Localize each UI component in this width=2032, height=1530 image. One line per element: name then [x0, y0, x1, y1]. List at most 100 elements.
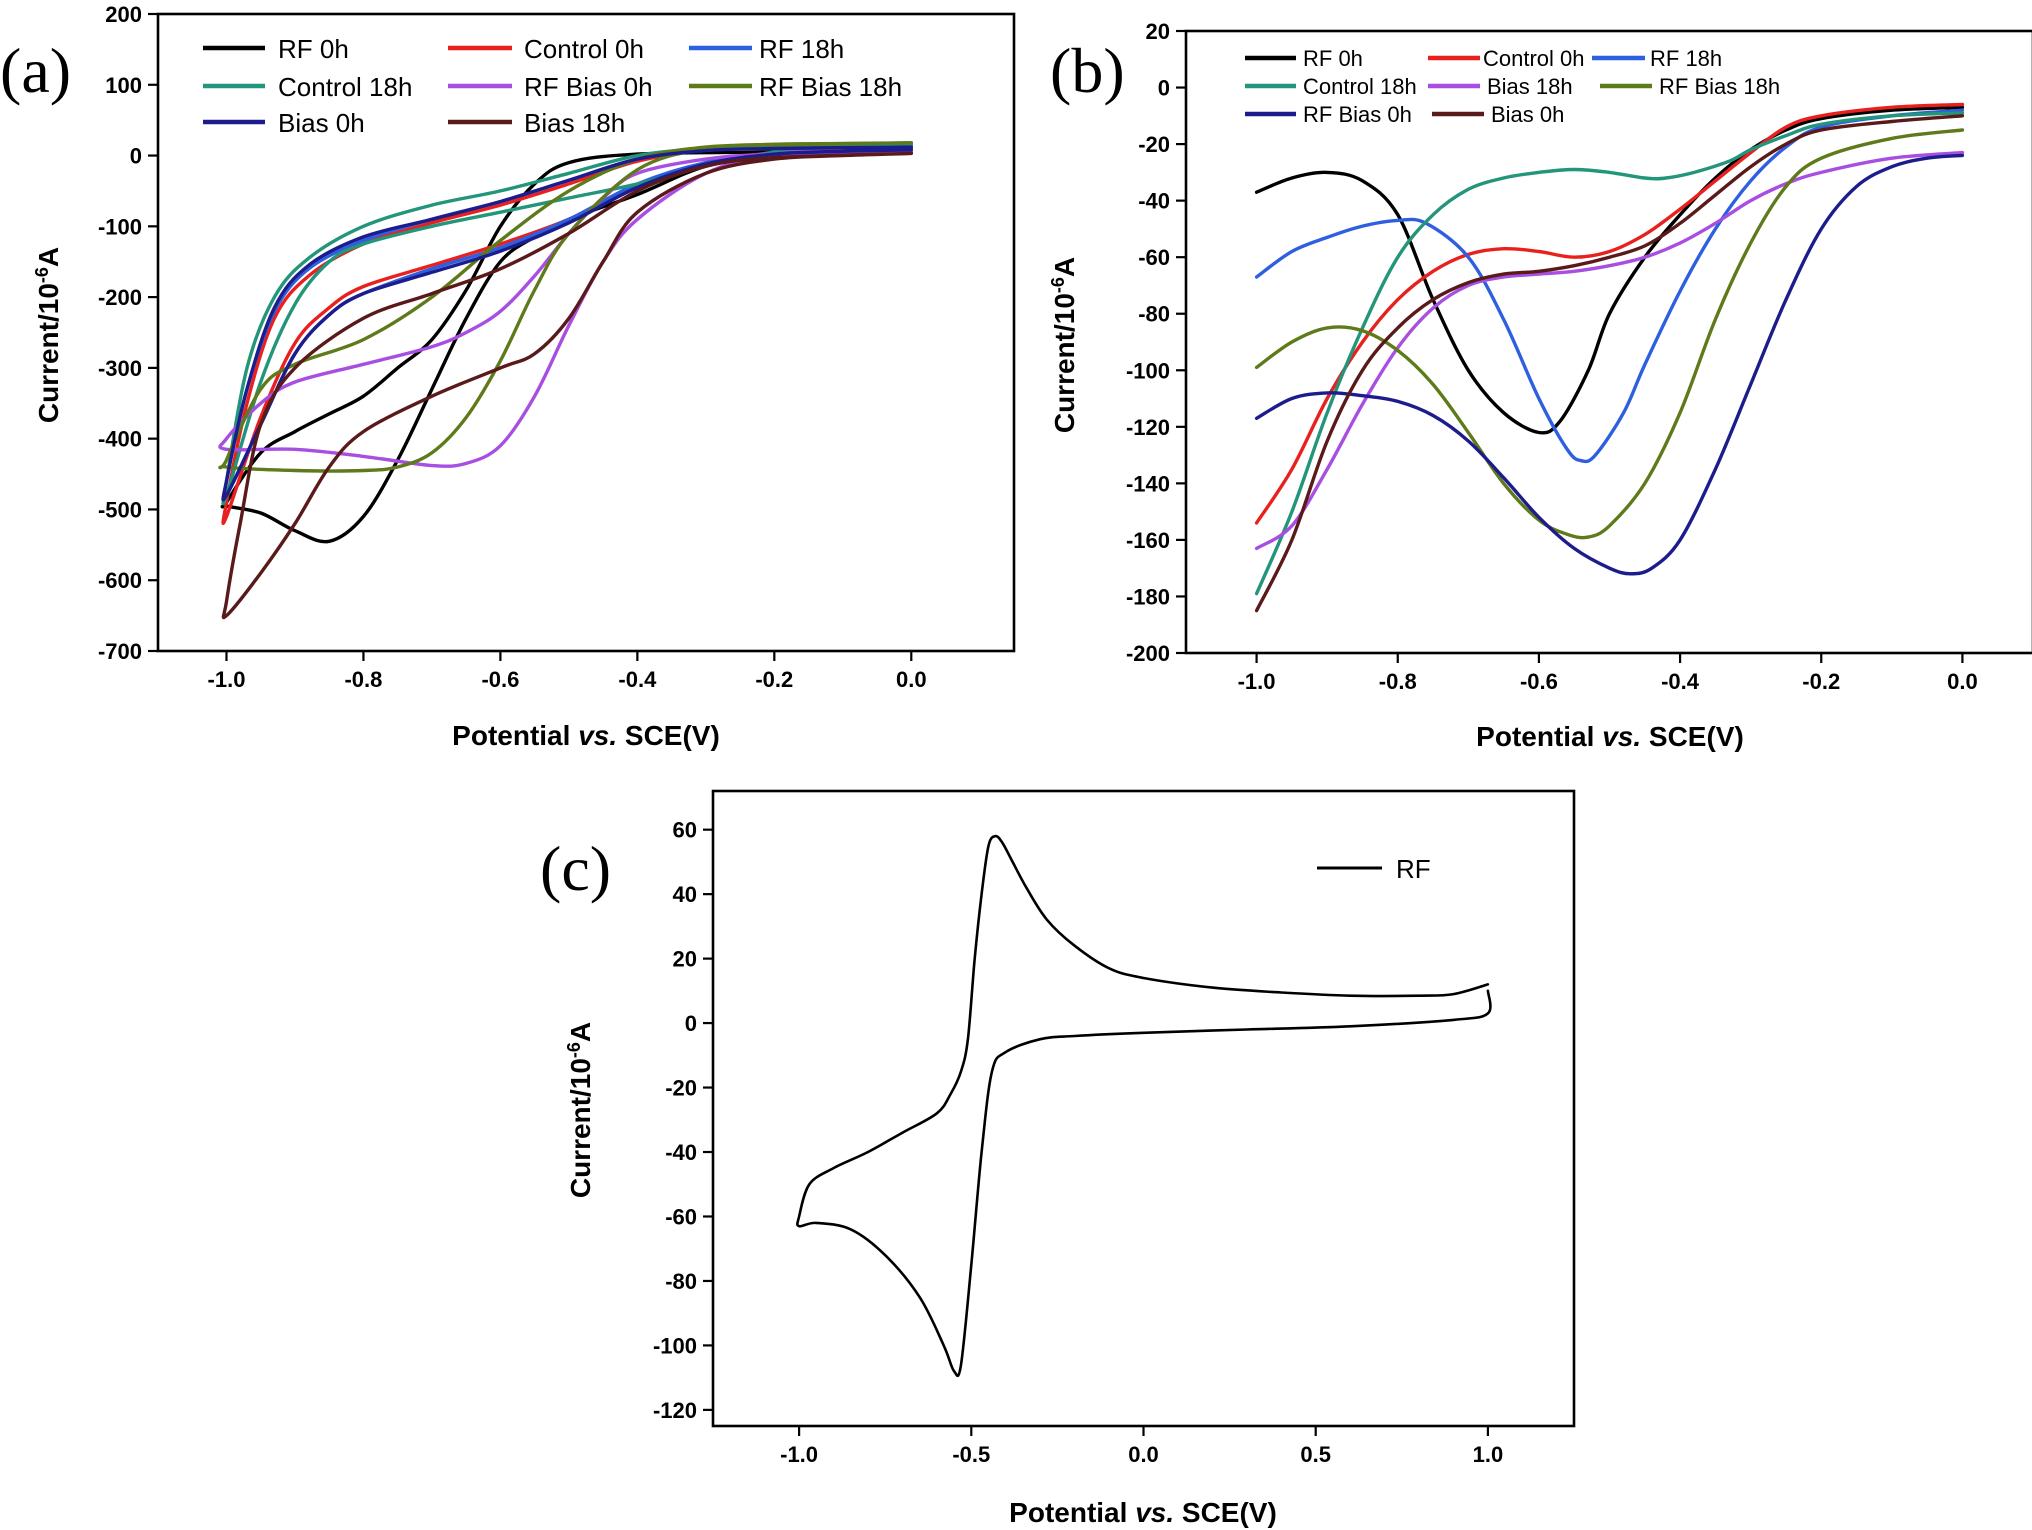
panel-b: (b) -200-180-160-140-120-100-80-60-40-20… [1048, 19, 2032, 752]
x-tick-label: -0.8 [344, 667, 382, 692]
y-tick-label: -20 [1138, 132, 1170, 157]
series-line-bias-18h [1254, 150, 1965, 551]
y-tick-label: -200 [98, 285, 142, 310]
panel-a-y-axis-title: Current/10-6A [32, 247, 64, 423]
panel-c: (c) -120 -100 -80 -60 -40 -20 0 20 40 60 -1.0 -0.5… [540, 789, 1576, 1528]
series-line-rf-0h [1254, 105, 1965, 435]
x-tick-label: -0.6 [1520, 669, 1558, 694]
legend-b-label-control-18h: Control 18h [1303, 74, 1417, 99]
y-tick-label: -700 [98, 639, 142, 664]
panel-a-x-axis: -1.0 -0.8 -0.6 -0.4 -0.2 0.0 [208, 651, 927, 692]
y-tick-label: -60 [665, 1204, 697, 1229]
legend-b-label-bias-0h: Bias 0h [1491, 102, 1564, 127]
series-line-rf-bias-0h [1254, 153, 1965, 576]
y-tick-label: 200 [105, 2, 142, 27]
legend-b-label-control-0h: Control 0h [1483, 46, 1585, 71]
y-tick-label: 100 [105, 73, 142, 98]
x-tick-label: -0.6 [481, 667, 519, 692]
y-tick-label: 0 [1158, 76, 1170, 101]
y-tick-label: -80 [1138, 302, 1170, 327]
legend-b-label-rf-bias-0h: RF Bias 0h [1303, 102, 1412, 127]
y-tick-label: -400 [98, 427, 142, 452]
x-tick-label: 0.0 [1128, 1442, 1159, 1467]
x-tick-label: -1.0 [208, 667, 246, 692]
panel-a: (a) -700-600-500-400-300-200-1000100200 … [0, 2, 1016, 751]
panel-a-y-axis: -700 -600 -500 -400 -300 -200 -100 0 100 200 [98, 2, 158, 664]
x-tick-label: -1.0 [780, 1442, 818, 1467]
panel-c-x-axis-title: Potential vs. SCE(V) [1009, 1497, 1277, 1528]
y-tick-label: -160 [1126, 528, 1170, 553]
legend-label-rf-18h: RF 18h [759, 34, 844, 64]
panel-b-series-group [1254, 102, 1965, 613]
legend-label-control-0h: Control 0h [524, 34, 644, 64]
y-tick-label: -200 [1126, 641, 1170, 666]
panel-b-label: (b) [1050, 35, 1125, 106]
panel-a-x-axis-title: Potential vs. SCE(V) [452, 720, 720, 751]
y-tick-label: -100 [1126, 358, 1170, 383]
legend-label-rf-bias-18h: RF Bias 18h [759, 72, 902, 102]
y-tick-label: 0 [685, 1011, 697, 1036]
panel-c-label: (c) [540, 833, 611, 904]
x-tick-label: 1.0 [1473, 1442, 1504, 1467]
y-tick-label: -80 [665, 1269, 697, 1294]
panel-b-y-axis-title: Current/10-6A [1048, 257, 1080, 433]
series-line-control-18h [1254, 111, 1965, 596]
legend-b-label-rf-0h: RF 0h [1303, 46, 1363, 71]
series-line-rf-0h [220, 148, 913, 544]
panel-b-x-axis: -1.0 -0.8 -0.6 -0.4 -0.2 0.0 [1238, 653, 1978, 694]
y-tick-label: -600 [98, 568, 142, 593]
y-tick-label: -60 [1138, 245, 1170, 270]
panel-c-y-axis-title: Current/10-6A [564, 1022, 596, 1198]
panel-b-legend: RF 0h Control 0h RF 18h Control 18h Bias… [1245, 46, 1780, 127]
panel-a-legend: RF 0h Control 0h RF 18h Control 18h RF B… [203, 34, 902, 138]
panel-c-series-group [796, 834, 1492, 1378]
y-tick-label: -180 [1126, 584, 1170, 609]
panel-c-x-axis: -1.0 -0.5 0.0 0.5 1.0 [780, 1426, 1503, 1467]
x-tick-label: 0.0 [1947, 669, 1978, 694]
series-line-bias-0h [221, 145, 913, 502]
legend-label-bias-18h: Bias 18h [524, 108, 625, 138]
panel-c-plot-frame [711, 789, 1576, 1428]
series-line-control-0h [221, 143, 913, 525]
series-line-bias-18h [221, 151, 913, 620]
series-line-rf [796, 834, 1492, 1378]
y-tick-label: -140 [1126, 471, 1170, 496]
y-tick-label: 0 [130, 144, 142, 169]
x-tick-label: -0.5 [952, 1442, 990, 1467]
panel-c-legend: RF [1317, 854, 1431, 884]
y-tick-label: -100 [98, 214, 142, 239]
legend-label-rf-bias-0h: RF Bias 0h [524, 72, 653, 102]
y-tick-label: -300 [98, 356, 142, 381]
legend-b-label-rf-bias-18h: RF Bias 18h [1659, 74, 1780, 99]
legend-label-rf-0h: RF 0h [278, 34, 349, 64]
y-tick-label: -40 [665, 1140, 697, 1165]
panel-a-plot-frame [156, 12, 1016, 653]
legend-c-label-rf: RF [1396, 854, 1431, 884]
x-tick-label: -0.4 [1661, 669, 1700, 694]
x-tick-label: -0.4 [618, 667, 657, 692]
series-line-control-0h [1254, 102, 1965, 525]
x-tick-label: -0.2 [1802, 669, 1840, 694]
series-line-rf-18h [1254, 108, 1965, 464]
y-tick-label: 60 [673, 818, 697, 843]
x-tick-label: 0.0 [896, 667, 927, 692]
y-tick-label: -40 [1138, 189, 1170, 214]
y-tick-label: 40 [673, 882, 697, 907]
legend-b-label-bias-18h: Bias 18h [1487, 74, 1573, 99]
panel-b-x-axis-title: Potential vs. SCE(V) [1476, 721, 1744, 752]
y-tick-label: 20 [1146, 19, 1170, 44]
y-tick-label: -20 [665, 1076, 697, 1101]
series-line-rf-bias-18h [218, 141, 913, 473]
y-tick-label: -500 [98, 497, 142, 522]
y-tick-label: 20 [673, 947, 697, 972]
x-tick-label: -0.8 [1379, 669, 1417, 694]
panel-a-label: (a) [0, 35, 71, 106]
x-tick-label: 0.5 [1300, 1442, 1331, 1467]
panel-a-series-group [218, 141, 913, 620]
y-tick-label: -120 [653, 1398, 697, 1423]
panel-c-y-axis: -120 -100 -80 -60 -40 -20 0 20 40 60 [653, 818, 713, 1423]
x-tick-label: -1.0 [1238, 669, 1276, 694]
y-tick-label: -100 [653, 1333, 697, 1358]
